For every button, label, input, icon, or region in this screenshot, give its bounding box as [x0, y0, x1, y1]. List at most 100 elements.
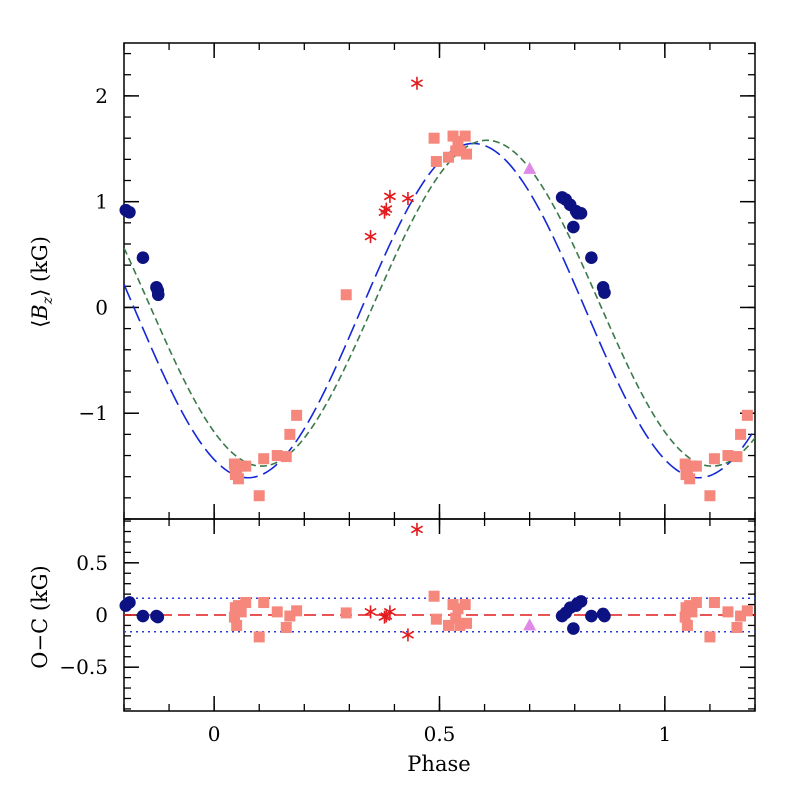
bottom-square-point: [284, 610, 296, 622]
top-square-point: [240, 460, 252, 472]
bottom-triangle-point: [523, 618, 537, 631]
bottom-square-point: [231, 619, 243, 631]
top-circle-point: [585, 251, 598, 265]
top-square-point: [459, 130, 471, 142]
top-panel-bz: −1 0 1 2: [79, 42, 756, 520]
top-square-point: [430, 155, 442, 167]
bottom-square-point: [461, 617, 473, 629]
bottom-circle-point: [567, 622, 580, 635]
bottom-square-point: [722, 606, 734, 618]
bottom-square-point: [258, 596, 270, 608]
top-square-point: [735, 428, 747, 440]
top-circle-point: [598, 286, 611, 299]
bottom-y-axis-title: O−C (kG): [28, 565, 52, 668]
bottom-square-point: [240, 596, 252, 608]
bottom-asterisk-point: [383, 605, 396, 619]
bottom-asterisk-point: [364, 605, 377, 619]
bottom-square-point: [686, 606, 698, 618]
bottom-circle-point: [151, 610, 165, 624]
top-y-tick-label: 0: [95, 295, 108, 319]
bottom-square-point: [684, 600, 696, 612]
bottom-circle-point: [585, 609, 598, 623]
bottom-y-tick-label: 0: [95, 603, 108, 627]
top-circle-point: [151, 288, 165, 302]
top-square-point: [708, 453, 720, 465]
top-y-axis-title: ⟨Bz⟩ (kG): [28, 236, 56, 328]
bottom-circle-point: [598, 609, 611, 623]
top-circle-point: [567, 220, 580, 234]
top-square-point: [731, 451, 743, 463]
top-triangle-point: [523, 161, 537, 174]
top-square-point: [340, 289, 352, 301]
blue-fit-curve: [124, 142, 755, 479]
bottom-square-point: [681, 619, 693, 631]
top-square-point: [232, 473, 244, 485]
bottom-square-point: [232, 600, 244, 612]
top-circle-point: [574, 207, 588, 220]
top-square-point: [704, 490, 716, 502]
bottom-circle-point: [123, 596, 136, 609]
top-plot-frame: [123, 42, 756, 520]
top-asterisk-point: [410, 76, 423, 90]
x-axis-title: Phase: [407, 752, 470, 776]
bottom-asterisk-point: [401, 628, 414, 642]
top-asterisk-point: [383, 189, 396, 203]
bottom-square-point: [235, 606, 247, 618]
bottom-square-point: [430, 613, 442, 625]
bottom-asterisk-point: [410, 522, 423, 536]
green-fit-curve: [124, 139, 755, 467]
bottom-square-point: [704, 631, 716, 643]
top-square-point: [284, 428, 296, 440]
top-y-tick-label: −1: [79, 401, 108, 425]
bottom-square-point: [735, 610, 747, 622]
top-square-point: [291, 409, 303, 421]
bottom-square-point: [708, 596, 720, 608]
bottom-square-point: [280, 622, 292, 634]
top-asterisk-point: [401, 191, 414, 205]
top-square-point: [461, 148, 473, 160]
bottom-square-point: [253, 631, 265, 643]
bottom-square-point: [690, 596, 702, 608]
bottom-panel-residuals: −0.5 0 0.5 0 0.5 1: [59, 518, 756, 746]
top-square-point: [280, 451, 292, 463]
bottom-y-tick-label: −0.5: [59, 655, 108, 679]
top-square-point: [690, 460, 702, 472]
bottom-square-point: [271, 606, 283, 618]
bottom-square-point: [228, 611, 240, 623]
x-tick-label: 0: [208, 722, 221, 746]
x-tick-label: 0.5: [424, 722, 456, 746]
bottom-square-point: [731, 622, 743, 634]
top-square-point: [443, 151, 455, 163]
bottom-square-point: [450, 612, 462, 624]
top-square-point: [258, 453, 270, 465]
bottom-square-point: [454, 619, 466, 631]
bottom-square-point: [459, 599, 471, 611]
bottom-circle-point: [136, 609, 150, 623]
bottom-square-point: [443, 619, 455, 631]
bottom-square-point: [340, 607, 352, 619]
top-square-point: [684, 473, 696, 485]
top-square-point: [271, 450, 283, 462]
bottom-y-tick-label: 0.5: [76, 551, 108, 575]
x-tick-label: 1: [658, 722, 671, 746]
top-y-tick-label: 2: [95, 84, 108, 108]
top-square-point: [722, 450, 734, 462]
top-y-tick-label: 1: [95, 190, 108, 214]
bottom-circle-point: [574, 595, 588, 608]
top-square-point: [428, 132, 440, 144]
bottom-square-point: [291, 605, 303, 617]
bottom-square-point: [452, 603, 464, 615]
top-square-point: [452, 135, 464, 147]
bottom-square-point: [741, 605, 753, 617]
top-square-point: [454, 145, 466, 157]
top-circle-point: [123, 205, 136, 219]
bottom-square-point: [428, 590, 440, 602]
bottom-square-point: [679, 611, 691, 623]
top-fit-curves: [124, 139, 755, 479]
top-square-point: [741, 409, 753, 421]
top-asterisk-point: [380, 202, 393, 216]
top-square-point: [253, 490, 265, 502]
top-asterisk-point: [364, 230, 377, 244]
top-circle-point: [136, 251, 150, 265]
